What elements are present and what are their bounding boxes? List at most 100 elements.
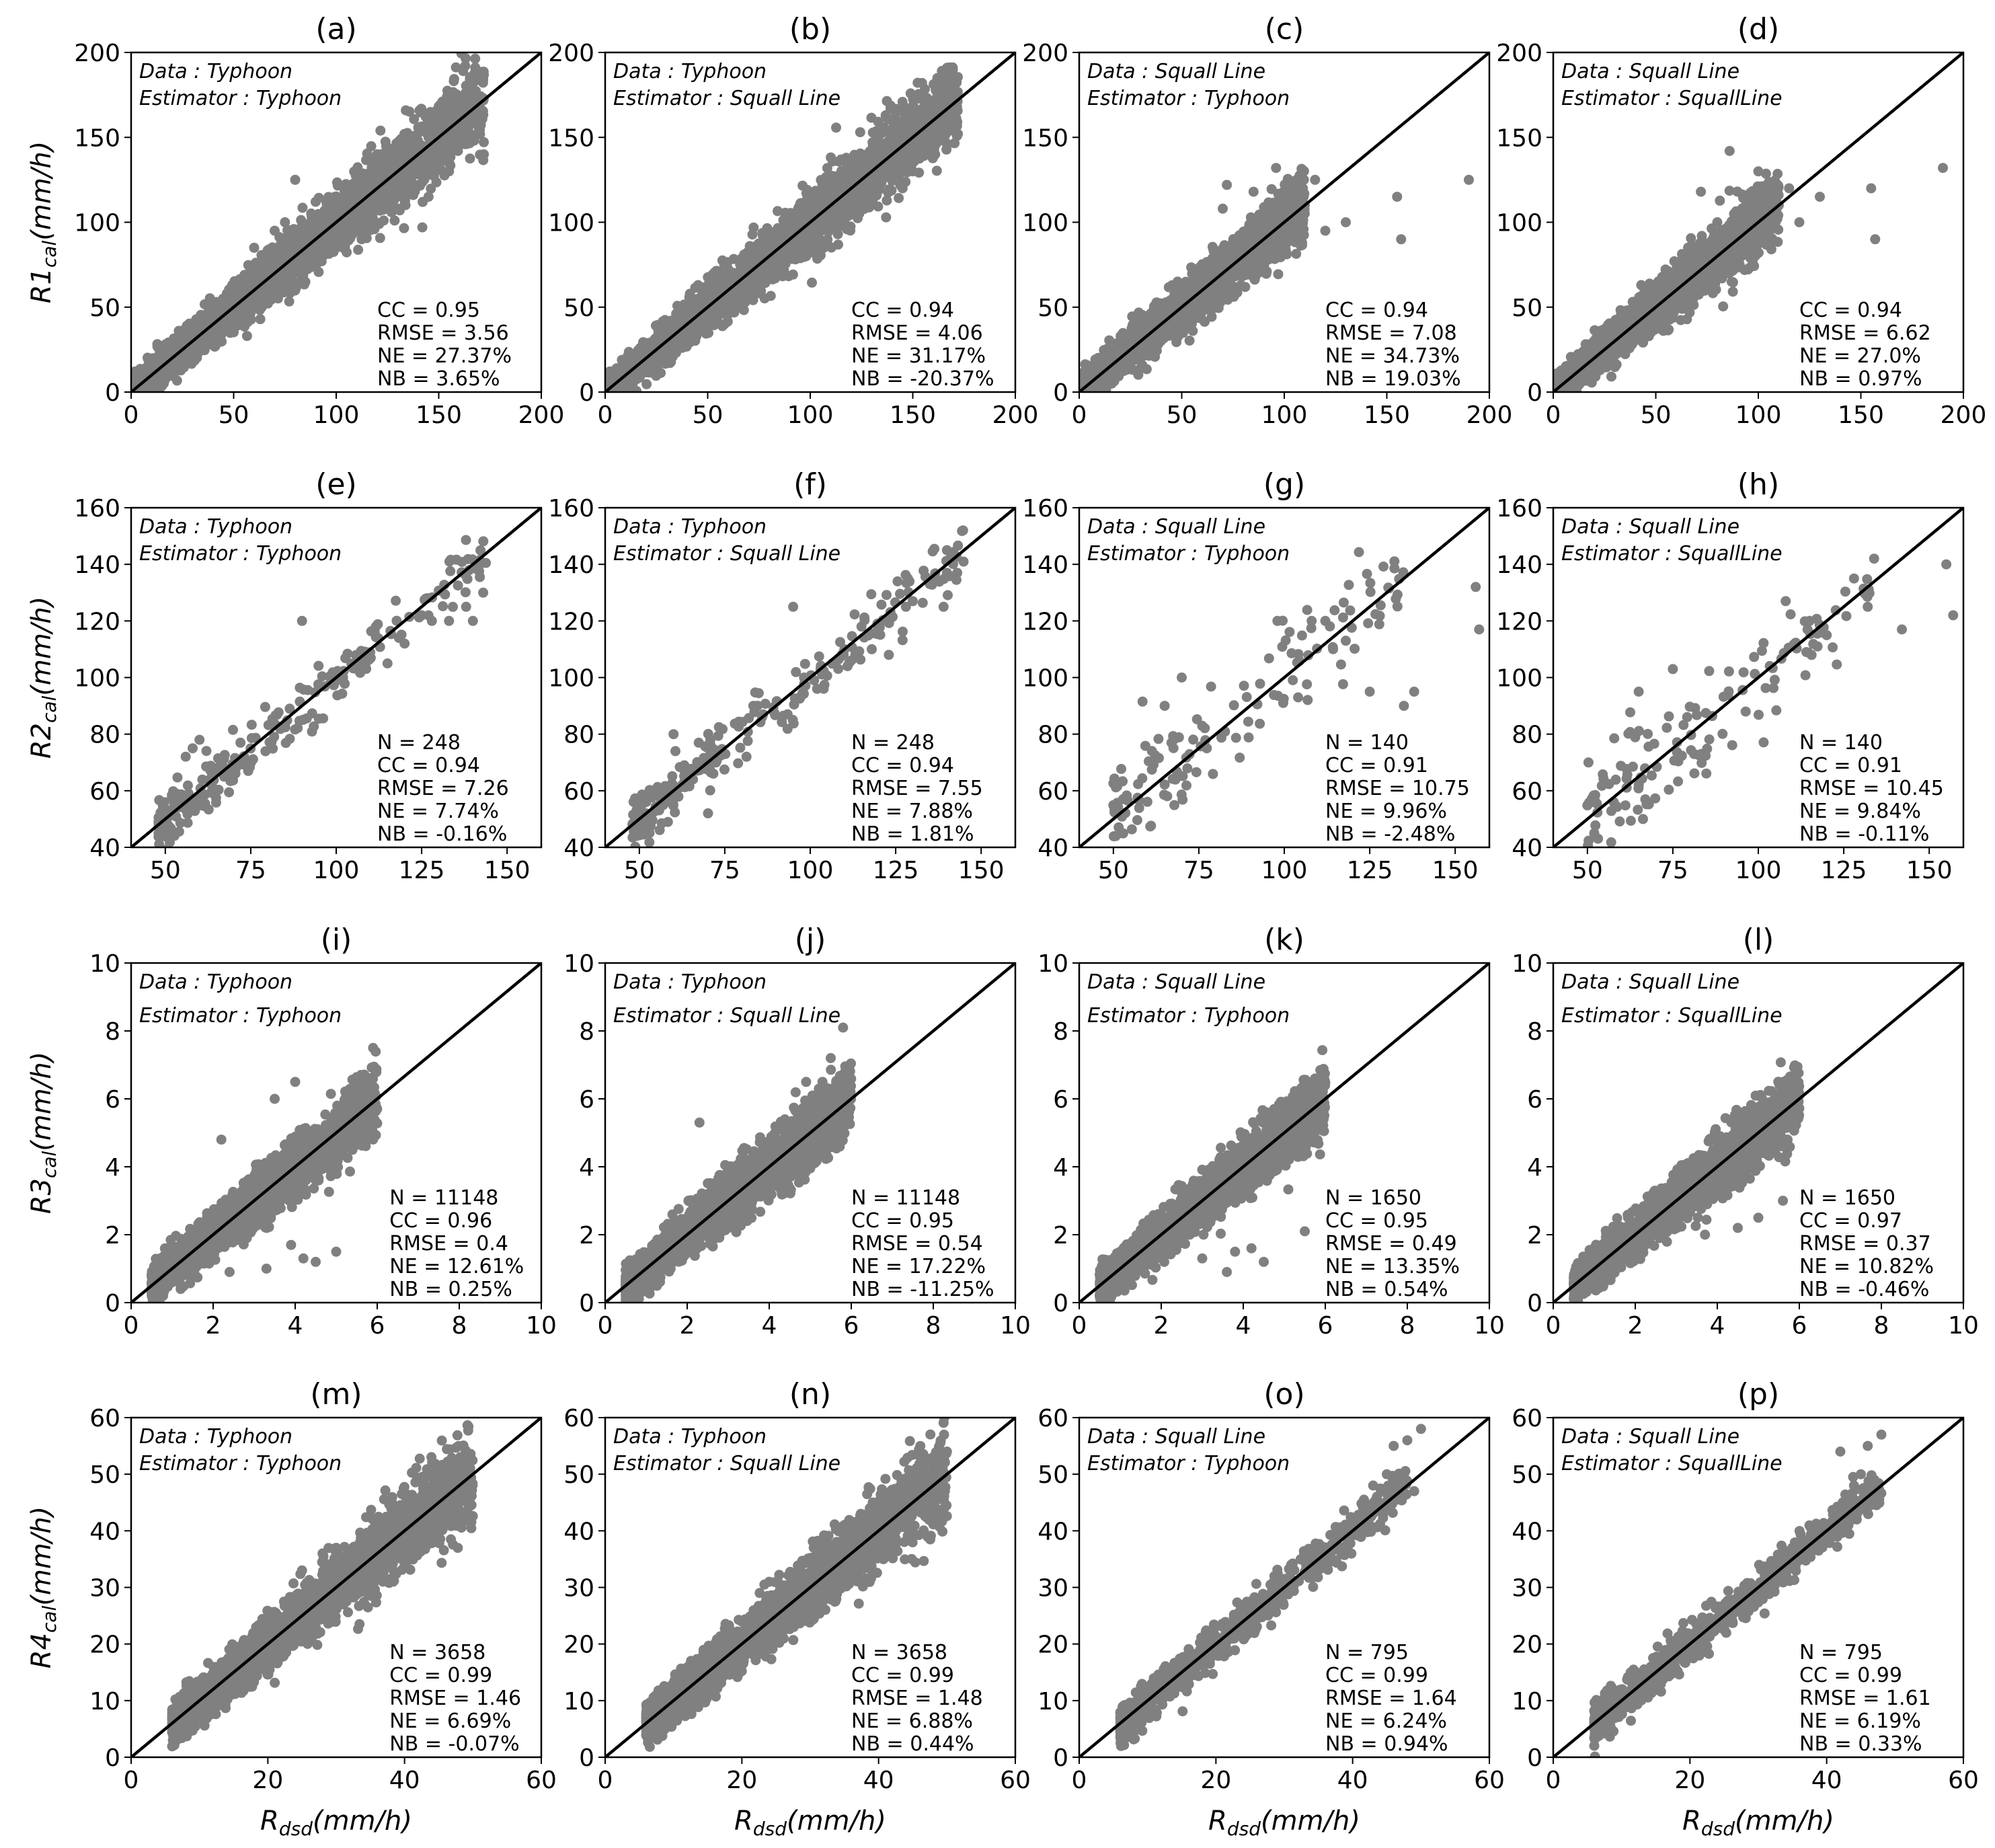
data-point	[365, 202, 376, 212]
data-point	[838, 169, 849, 180]
data-point	[475, 124, 485, 135]
data-point	[272, 291, 283, 301]
data-point	[458, 66, 469, 77]
stat-line: NB = 3.65%	[377, 367, 500, 391]
data-point	[395, 205, 405, 216]
data-point	[342, 180, 353, 191]
data-point	[941, 144, 952, 155]
data-point	[752, 284, 762, 295]
data-point	[199, 317, 210, 328]
data-point	[773, 226, 783, 237]
data-point	[466, 75, 477, 86]
data-point	[465, 153, 475, 164]
data-point	[807, 277, 817, 288]
data-point	[469, 87, 479, 98]
data-point	[426, 122, 436, 133]
data-point	[894, 193, 904, 203]
data-point	[389, 215, 400, 226]
data-point	[453, 145, 463, 156]
data-source-label: Data : Typhoon	[139, 60, 292, 83]
data-point	[250, 258, 260, 269]
data-point	[253, 301, 264, 312]
data-point	[882, 95, 892, 106]
data-point	[241, 331, 252, 342]
data-point	[131, 372, 139, 383]
data-point	[461, 87, 471, 98]
data-point	[180, 323, 191, 334]
data-point	[789, 252, 799, 262]
data-point	[284, 296, 295, 307]
panel-title: (a)	[315, 12, 356, 46]
data-point	[822, 235, 832, 246]
x-tick-label: 0	[124, 401, 139, 429]
data-point	[413, 122, 424, 133]
data-point	[937, 67, 948, 78]
data-point	[210, 340, 221, 351]
x-tick-label: 100	[313, 401, 360, 429]
data-point	[356, 227, 366, 237]
data-point	[399, 223, 409, 233]
data-point	[475, 104, 486, 114]
data-point	[375, 125, 386, 136]
data-point	[729, 307, 740, 318]
data-point	[157, 380, 167, 391]
data-point	[367, 213, 378, 223]
data-point	[199, 345, 210, 356]
data-point	[352, 176, 362, 186]
data-point	[448, 74, 459, 84]
y-tick-label: 200	[74, 40, 120, 67]
data-point	[302, 228, 313, 239]
data-point	[245, 286, 256, 297]
data-point	[331, 242, 342, 253]
data-point	[337, 235, 348, 246]
data-point	[709, 267, 720, 278]
data-point	[470, 53, 481, 64]
data-point	[855, 148, 865, 159]
y-tick-label: 100	[74, 210, 120, 237]
y-axis-label: R1cal(mm/h)	[26, 141, 61, 304]
data-point	[426, 184, 436, 194]
y-tick-label: 0	[105, 379, 120, 407]
data-point	[299, 279, 309, 290]
data-point	[815, 250, 826, 261]
data-point	[298, 263, 309, 274]
data-point	[931, 165, 942, 176]
stat-line: RMSE = 3.56	[377, 321, 509, 345]
data-point	[881, 212, 892, 223]
data-point	[434, 151, 444, 161]
data-point	[280, 217, 290, 227]
data-point	[306, 208, 317, 219]
x-tick-label: 150	[416, 401, 462, 429]
data-point	[787, 269, 798, 280]
data-point	[747, 229, 758, 240]
y-tick-label: 150	[74, 124, 120, 152]
data-point	[479, 137, 489, 147]
data-point	[812, 239, 823, 249]
data-point	[156, 369, 167, 379]
y-label-unit: (mm/h)	[26, 141, 57, 241]
x-tick-label: 50	[219, 401, 249, 429]
data-point	[451, 89, 462, 100]
data-point	[826, 152, 836, 163]
data-point	[437, 96, 448, 107]
data-point	[260, 252, 271, 262]
data-point	[476, 114, 487, 124]
data-point	[245, 271, 256, 282]
data-point	[456, 52, 467, 59]
data-point	[280, 234, 291, 245]
data-point	[375, 205, 385, 216]
data-point	[310, 196, 321, 207]
data-point	[885, 186, 896, 196]
y-tick-label: 50	[89, 295, 120, 322]
data-point	[143, 383, 154, 392]
data-point	[297, 202, 308, 213]
data-point	[939, 80, 950, 91]
data-point	[477, 77, 488, 88]
data-point	[882, 195, 892, 206]
data-point	[359, 178, 370, 189]
data-point	[341, 217, 352, 227]
data-point	[402, 132, 413, 143]
data-point	[270, 281, 281, 292]
data-point	[822, 163, 832, 174]
